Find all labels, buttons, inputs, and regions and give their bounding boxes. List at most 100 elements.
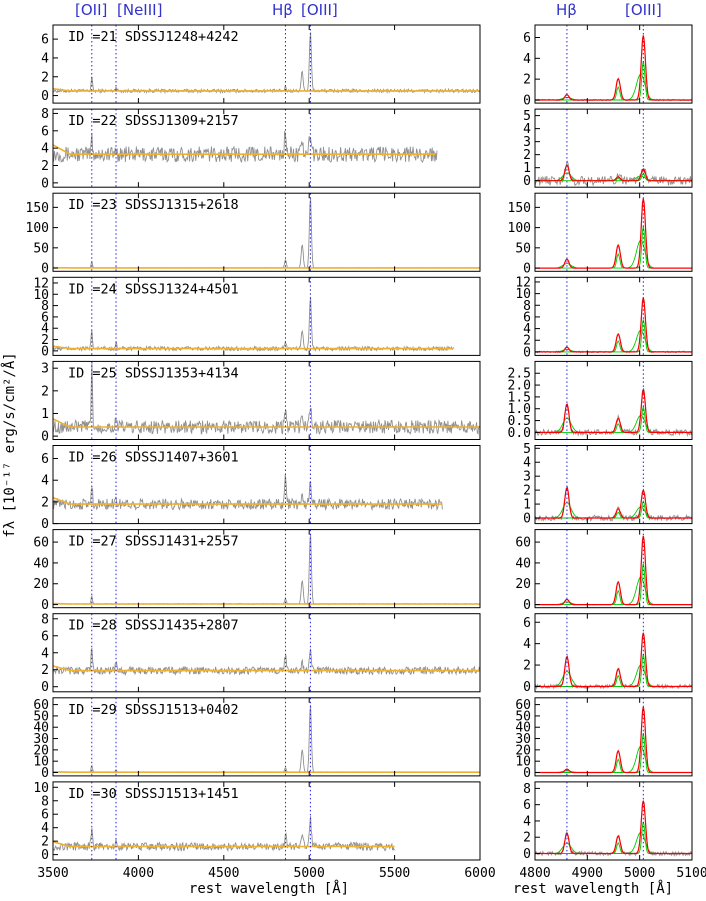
left-y-tick-label: 40	[33, 556, 49, 571]
left-y-tick-label: 6	[41, 124, 49, 139]
fit-line-right	[535, 387, 692, 433]
y-axis-title: fλ [10⁻¹⁷ erg/s/cm²/Å]	[1, 352, 18, 537]
panel-3: 0 50 100 150 ID =23 SDSSJ1315+2618 0 50 100 150	[26, 192, 693, 277]
fit-line-right	[535, 164, 692, 182]
panel-id-label: ID =25 SDSSJ1353+4134	[68, 365, 239, 381]
spectrum-line-right	[534, 632, 693, 690]
left-y-tick-label: 30	[33, 732, 49, 747]
left-y-tick-label: 0	[41, 848, 49, 863]
spectrum-line-right	[534, 35, 693, 102]
left-y-tick-label: 12	[33, 276, 49, 291]
left-y-tick-label: 150	[26, 201, 49, 216]
right-y-tick-label: 1	[523, 498, 531, 513]
spectrum-line-right	[534, 535, 693, 606]
fit-line-right	[535, 198, 692, 269]
right-y-tick-label: 0	[523, 847, 531, 862]
right-y-tick-label: 2	[523, 334, 531, 349]
right-y-tick-label: 12	[515, 275, 531, 290]
right-panel-frame	[534, 445, 693, 525]
right-y-tick-label: 2.0	[508, 379, 531, 394]
component-broad-right	[535, 745, 692, 773]
right-y-tick-label: 2	[523, 484, 531, 499]
continuum-line-left	[52, 144, 436, 155]
panel-1: 0 2 4 6 ID =21 SDSSJ1248+4242 0 2 4 6	[41, 24, 693, 108]
panel-id-label: ID =27 SDSSJ1431+2557	[68, 534, 239, 550]
left-y-tick-label: 60	[33, 536, 49, 551]
left-y-tick-label: 8	[41, 612, 49, 627]
right-y-tick-label: 2	[523, 831, 531, 846]
left-x-tick-label: 6000	[464, 866, 495, 881]
left-y-tick-label: 0	[41, 89, 49, 104]
right-panel-frame	[534, 276, 693, 356]
left-y-tick-label: 4	[41, 142, 49, 157]
right-y-tick-label: 4	[523, 322, 531, 337]
component-narrow-right	[535, 405, 692, 433]
right-y-tick-label: 150	[508, 201, 531, 216]
left-y-tick-label: 6	[41, 629, 49, 644]
right-panel-frame	[534, 24, 693, 104]
right-y-tick-label: 50	[515, 241, 531, 256]
right-y-tick-label: 0	[523, 93, 531, 108]
left-y-tick-label: 2	[41, 384, 49, 399]
label-right-oiii: [OIII]	[625, 1, 662, 19]
right-y-tick-label: 6	[523, 310, 531, 325]
left-y-tick-label: 4	[41, 646, 49, 661]
component-broad-right	[535, 172, 692, 182]
right-y-tick-label: 0.0	[508, 426, 531, 441]
right-y-tick-label: 0	[523, 680, 531, 695]
right-y-tick-label: 8	[523, 782, 531, 797]
right-y-tick-label: 1	[523, 161, 531, 176]
fit-line-right	[535, 535, 692, 606]
left-x-tick-label: 5000	[294, 866, 325, 881]
component-narrow-right	[535, 733, 692, 773]
component-narrow-right	[535, 319, 692, 353]
right-y-tick-label: 20	[515, 577, 531, 592]
spectrum-line-left	[52, 647, 481, 677]
right-y-tick-label: 0	[523, 766, 531, 781]
right-panel-frame	[534, 192, 693, 272]
left-panel-frame	[52, 529, 481, 609]
spectrum-line-right	[534, 160, 693, 187]
x-axis-title-left: rest wavelength [Å]	[189, 880, 349, 897]
right-y-tick-label: 30	[515, 732, 531, 747]
right-y-tick-label: 40	[515, 721, 531, 736]
panel-id-label: ID =21 SDSSJ1248+4242	[68, 29, 239, 45]
label-oii: [OII]	[75, 1, 107, 19]
x-axis-title-right: rest wavelength [Å]	[513, 880, 673, 897]
continuum-line-left	[52, 602, 480, 605]
right-y-tick-label: 3	[523, 135, 531, 150]
left-x-tick-label: 4000	[123, 866, 154, 881]
right-y-tick-label: 10	[515, 287, 531, 302]
right-y-tick-label: 6	[523, 616, 531, 631]
panel-id-label: ID =26 SDSSJ1407+3601	[68, 450, 239, 466]
right-y-tick-label: 100	[508, 221, 531, 236]
left-panel-frame	[52, 697, 481, 777]
right-panel-frame	[534, 529, 693, 609]
right-y-tick-label: 2.5	[508, 367, 531, 382]
panel-8: 0 2 4 6 8 ID =28 SDSSJ1435+2807 0 2 4 6	[41, 612, 693, 695]
left-y-tick-label: 2	[41, 495, 49, 510]
spectrum-line-right	[534, 297, 693, 354]
left-y-tick-label: 8	[41, 794, 49, 809]
left-y-tick-label: 0	[41, 430, 49, 445]
right-y-tick-label: 4	[523, 52, 531, 67]
right-y-tick-label: 60	[515, 698, 531, 713]
right-y-tick-label: 40	[515, 556, 531, 571]
left-y-tick-label: 3	[41, 362, 49, 377]
left-panel-frame	[52, 360, 481, 440]
label-right-hbeta: Hβ	[556, 1, 577, 19]
spectrum-line-left	[52, 361, 481, 436]
right-y-tick-label: 0	[523, 345, 531, 360]
left-y-tick-label: 0	[41, 680, 49, 695]
right-panel-frame	[534, 781, 693, 861]
left-y-tick-label: 0	[41, 344, 49, 359]
right-y-tick-label: 20	[515, 743, 531, 758]
spectrum-line-left	[52, 296, 455, 352]
right-panel-frame	[534, 613, 693, 693]
left-y-tick-label: 20	[33, 743, 49, 758]
